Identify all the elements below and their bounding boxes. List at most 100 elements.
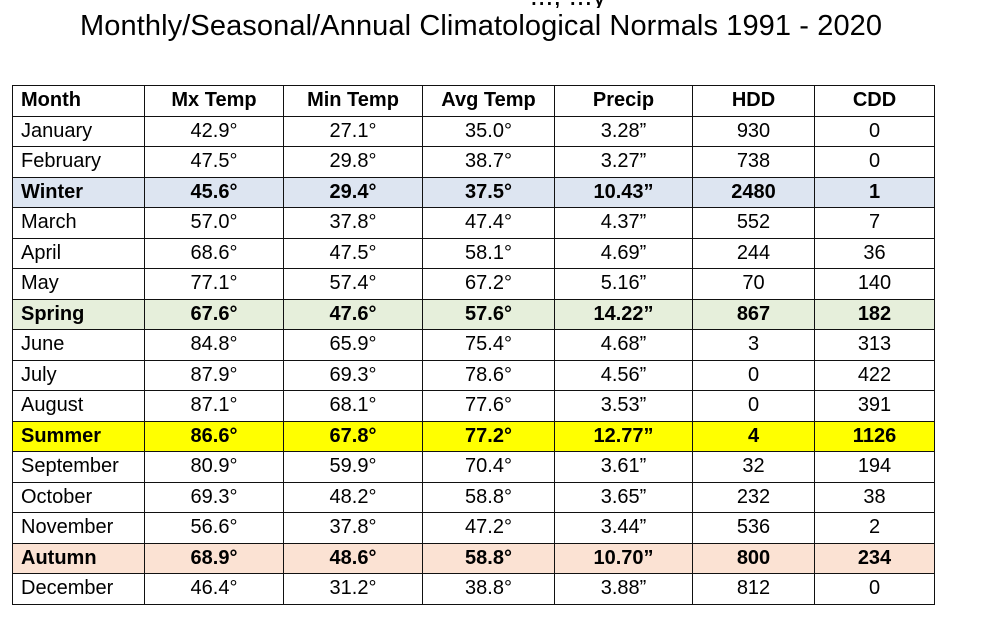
column-header-min-temp: Min Temp [283, 85, 423, 117]
table-row: May 77.1° 57.4° 67.2° 5.16” 70 140 [12, 268, 935, 300]
avg-temp-cell: 58.8° [422, 542, 555, 574]
max-temp-cell: 77.1° [144, 268, 284, 300]
month-cell: May [12, 268, 145, 300]
cdd-cell: 38 [814, 481, 935, 513]
max-temp-cell: 87.1° [144, 390, 284, 422]
hdd-cell: 244 [692, 237, 815, 269]
precip-cell: 3.65” [554, 481, 693, 513]
avg-temp-cell: 75.4° [422, 329, 555, 361]
cdd-cell: 0 [814, 573, 935, 605]
max-temp-cell: 47.5° [144, 146, 284, 178]
hdd-cell: 0 [692, 359, 815, 391]
cdd-cell: 2 [814, 512, 935, 544]
precip-cell: 3.27” [554, 146, 693, 178]
avg-temp-cell: 67.2° [422, 268, 555, 300]
cdd-cell: 0 [814, 146, 935, 178]
hdd-cell: 552 [692, 207, 815, 239]
month-cell: December [12, 573, 145, 605]
max-temp-cell: 80.9° [144, 451, 284, 483]
month-cell: Spring [12, 298, 145, 330]
max-temp-cell: 42.9° [144, 115, 284, 147]
column-header-month: Month [12, 85, 145, 117]
table-row: December 46.4° 31.2° 38.8° 3.88” 812 0 [12, 573, 935, 605]
precip-cell: 4.68” [554, 329, 693, 361]
season-row-summer: Summer 86.6° 67.8° 77.2° 12.77” 4 1126 [12, 420, 935, 452]
cdd-cell: 7 [814, 207, 935, 239]
min-temp-cell: 68.1° [283, 390, 423, 422]
avg-temp-cell: 37.5° [422, 176, 555, 208]
month-cell: February [12, 146, 145, 178]
avg-temp-cell: 47.2° [422, 512, 555, 544]
avg-temp-cell: 57.6° [422, 298, 555, 330]
season-row-winter: Winter 45.6° 29.4° 37.5° 10.43” 2480 1 [12, 176, 935, 208]
page-title: Monthly/Seasonal/Annual Climatological N… [80, 10, 883, 42]
hdd-cell: 2480 [692, 176, 815, 208]
min-temp-cell: 29.4° [283, 176, 423, 208]
cdd-cell: 0 [814, 115, 935, 147]
min-temp-cell: 59.9° [283, 451, 423, 483]
avg-temp-cell: 38.7° [422, 146, 555, 178]
season-row-spring: Spring 67.6° 47.6° 57.6° 14.22” 867 182 [12, 298, 935, 330]
table-row: February 47.5° 29.8° 38.7° 3.27” 738 0 [12, 146, 935, 178]
cdd-cell: 422 [814, 359, 935, 391]
month-cell: Summer [12, 420, 145, 452]
hdd-cell: 800 [692, 542, 815, 574]
hdd-cell: 232 [692, 481, 815, 513]
hdd-cell: 812 [692, 573, 815, 605]
precip-cell: 4.56” [554, 359, 693, 391]
min-temp-cell: 67.8° [283, 420, 423, 452]
table-row: June 84.8° 65.9° 75.4° 4.68” 3 313 [12, 329, 935, 361]
table-row: April 68.6° 47.5° 58.1° 4.69” 244 36 [12, 237, 935, 269]
min-temp-cell: 57.4° [283, 268, 423, 300]
precip-cell: 3.28” [554, 115, 693, 147]
avg-temp-cell: 78.6° [422, 359, 555, 391]
avg-temp-cell: 58.1° [422, 237, 555, 269]
hdd-cell: 930 [692, 115, 815, 147]
min-temp-cell: 69.3° [283, 359, 423, 391]
hdd-cell: 70 [692, 268, 815, 300]
min-temp-cell: 37.8° [283, 207, 423, 239]
cdd-cell: 36 [814, 237, 935, 269]
min-temp-cell: 37.8° [283, 512, 423, 544]
max-temp-cell: 56.6° [144, 512, 284, 544]
cdd-cell: 391 [814, 390, 935, 422]
cdd-cell: 1126 [814, 420, 935, 452]
max-temp-cell: 69.3° [144, 481, 284, 513]
precip-cell: 4.37” [554, 207, 693, 239]
month-cell: September [12, 451, 145, 483]
table-header: Month Mx Temp Min Temp Avg Temp Precip H… [12, 85, 935, 117]
column-header-precip: Precip [554, 85, 693, 117]
cdd-cell: 182 [814, 298, 935, 330]
month-cell: Autumn [12, 542, 145, 574]
season-row-autumn: Autumn 68.9° 48.6° 58.8° 10.70” 800 234 [12, 542, 935, 574]
min-temp-cell: 48.2° [283, 481, 423, 513]
month-cell: July [12, 359, 145, 391]
avg-temp-cell: 70.4° [422, 451, 555, 483]
max-temp-cell: 67.6° [144, 298, 284, 330]
max-temp-cell: 45.6° [144, 176, 284, 208]
min-temp-cell: 47.6° [283, 298, 423, 330]
table-row: August 87.1° 68.1° 77.6° 3.53” 0 391 [12, 390, 935, 422]
precip-cell: 10.43” [554, 176, 693, 208]
cdd-cell: 194 [814, 451, 935, 483]
hdd-cell: 738 [692, 146, 815, 178]
min-temp-cell: 27.1° [283, 115, 423, 147]
month-cell: April [12, 237, 145, 269]
table-body: January 42.9° 27.1° 35.0° 3.28” 930 0 February 4… [12, 115, 935, 605]
precip-cell: 3.44” [554, 512, 693, 544]
column-header-max-temp: Mx Temp [144, 85, 284, 117]
avg-temp-cell: 47.4° [422, 207, 555, 239]
max-temp-cell: 87.9° [144, 359, 284, 391]
min-temp-cell: 29.8° [283, 146, 423, 178]
min-temp-cell: 47.5° [283, 237, 423, 269]
avg-temp-cell: 77.2° [422, 420, 555, 452]
max-temp-cell: 46.4° [144, 573, 284, 605]
avg-temp-cell: 35.0° [422, 115, 555, 147]
header-row: Month Mx Temp Min Temp Avg Temp Precip H… [12, 85, 935, 117]
month-cell: March [12, 207, 145, 239]
precip-cell: 5.16” [554, 268, 693, 300]
hdd-cell: 536 [692, 512, 815, 544]
table-row: September 80.9° 59.9° 70.4° 3.61” 32 194 [12, 451, 935, 483]
precip-cell: 3.88” [554, 573, 693, 605]
climate-normals-table: Month Mx Temp Min Temp Avg Temp Precip H… [12, 85, 935, 605]
